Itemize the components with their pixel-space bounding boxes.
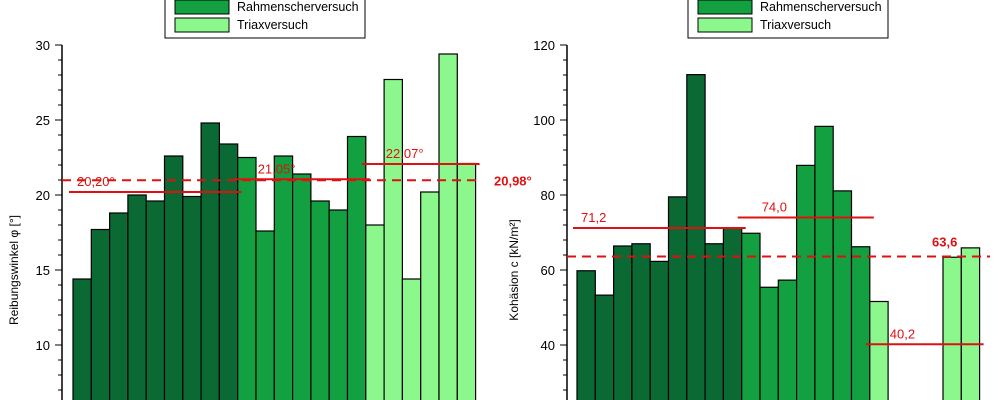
- bar-14: [310, 200, 330, 400]
- bar-5: [649, 260, 670, 400]
- y-tick-label: 60: [541, 263, 555, 278]
- bar-11: [255, 230, 275, 400]
- y-tick-label: 15: [36, 263, 50, 278]
- legend-swatch: [174, 17, 230, 33]
- legend-swatch: [174, 0, 230, 15]
- bar-1: [576, 270, 596, 400]
- bar-13: [795, 164, 816, 400]
- legend-label: Triaxversuch: [237, 18, 308, 32]
- mean-line-label-1: 20,20°: [77, 174, 115, 189]
- mean-line-label-3: 22,07°: [386, 146, 424, 161]
- bar-17: [869, 300, 889, 400]
- bar-15: [832, 190, 853, 400]
- y-tick-label: 120: [533, 38, 555, 53]
- bar-22: [960, 247, 981, 400]
- bar-13: [292, 173, 312, 400]
- bar-3: [108, 212, 129, 400]
- legend-label: Triaxversuch: [760, 18, 831, 32]
- bar-20: [420, 191, 440, 400]
- bar-11: [759, 286, 779, 400]
- bar-5: [145, 200, 166, 400]
- y-tick-label: 30: [36, 38, 50, 53]
- overall-mean-label: 20,98°: [494, 173, 532, 188]
- y-tick-label: 10: [36, 338, 50, 353]
- chart-kohaesion: 40 60 80 100 120 Kohäsion c [kN/m²] 71,2 74,0 40…: [507, 38, 990, 400]
- bar-1: [72, 278, 92, 400]
- bar-3: [612, 245, 633, 400]
- legend-right: Rahmenscherversuch Triaxversuch: [687, 0, 889, 39]
- y-tick-label: 100: [533, 113, 555, 128]
- bar-19: [401, 278, 422, 400]
- legend-label: Rahmenscherversuch: [760, 0, 882, 14]
- bar-4: [127, 194, 147, 400]
- bar-17: [365, 224, 385, 400]
- y-tick-label: 20: [36, 188, 50, 203]
- legend-left: Rahmenscherversuch Triaxversuch: [164, 0, 366, 39]
- bar-12: [777, 279, 798, 400]
- legend-swatch: [697, 17, 753, 33]
- bar-8: [200, 122, 221, 400]
- mean-line-label-2: 21,05°: [258, 161, 296, 176]
- bar-7: [686, 74, 706, 400]
- bar-2: [594, 294, 615, 400]
- bar-2: [90, 228, 111, 400]
- bar-4: [631, 243, 651, 400]
- bar-9: [722, 227, 743, 400]
- bar-14: [814, 125, 834, 400]
- bar-15: [328, 209, 349, 400]
- mean-line-label-3: 40,2: [890, 326, 915, 341]
- chart-reibungswinkel: 10 15 20 25 30 Reibungswinkel φ [°] 20,20° 21,0…: [7, 38, 532, 400]
- bar-10: [741, 232, 761, 400]
- bar-21: [942, 256, 962, 400]
- overall-mean-label: 63,6: [932, 235, 957, 250]
- bar-10: [237, 156, 257, 400]
- legend-label: Rahmenscherversuch: [237, 0, 359, 14]
- legend-swatch: [697, 0, 753, 15]
- mean-line-label-2: 74,0: [762, 200, 787, 215]
- y-axis-label: Reibungswinkel φ [°]: [7, 215, 21, 325]
- bar-18: [383, 78, 404, 400]
- bar-21: [438, 53, 458, 400]
- bar-16: [346, 135, 367, 400]
- y-tick-label: 40: [541, 338, 555, 353]
- bar-22: [456, 162, 477, 400]
- y-axis-label: Kohäsion c [kN/m²]: [507, 219, 521, 320]
- bar-8: [704, 243, 724, 400]
- bar-9: [218, 143, 239, 400]
- bar-7: [182, 195, 202, 400]
- y-tick-label: 80: [541, 188, 555, 203]
- mean-line-label-1: 71,2: [581, 210, 606, 225]
- bar-12: [273, 155, 294, 400]
- y-tick-label: 25: [36, 113, 50, 128]
- bar-16: [850, 246, 871, 400]
